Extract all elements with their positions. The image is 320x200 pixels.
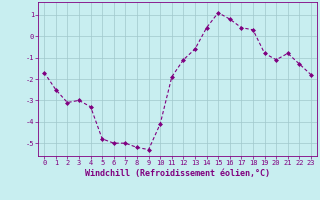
X-axis label: Windchill (Refroidissement éolien,°C): Windchill (Refroidissement éolien,°C) <box>85 169 270 178</box>
